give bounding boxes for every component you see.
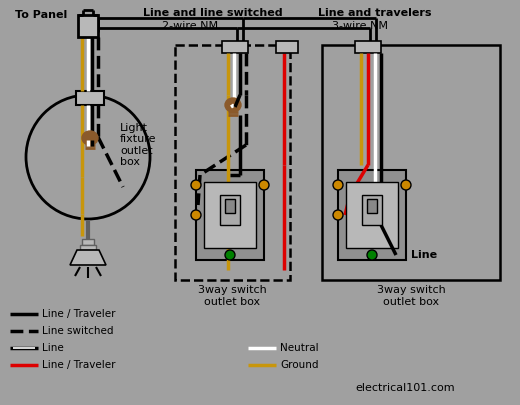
Text: electrical101.com: electrical101.com: [355, 383, 454, 393]
Circle shape: [191, 210, 201, 220]
Polygon shape: [70, 250, 106, 265]
Text: 3way switch
outlet box: 3way switch outlet box: [198, 285, 266, 307]
Ellipse shape: [225, 98, 241, 112]
Bar: [76, 91, 104, 105]
Bar: [362, 195, 382, 225]
Bar: [222, 41, 248, 53]
Circle shape: [401, 180, 411, 190]
Text: Line: Line: [42, 343, 64, 353]
Text: Line switched: Line switched: [42, 326, 113, 336]
Bar: [346, 182, 398, 248]
Text: Neutral: Neutral: [280, 343, 319, 353]
Circle shape: [259, 180, 269, 190]
Text: 2-wire NM: 2-wire NM: [162, 21, 218, 31]
Bar: [175, 45, 290, 280]
Text: Ground: Ground: [280, 360, 318, 370]
Bar: [276, 41, 298, 53]
Circle shape: [333, 210, 343, 220]
Bar: [367, 199, 377, 213]
Bar: [196, 170, 264, 260]
Polygon shape: [70, 250, 106, 265]
Bar: [338, 170, 406, 260]
Bar: [78, 15, 98, 37]
Text: Line and travelers: Line and travelers: [318, 8, 432, 18]
Ellipse shape: [82, 131, 98, 145]
Text: Line / Traveler: Line / Traveler: [42, 360, 115, 370]
Text: Line / Traveler: Line / Traveler: [42, 309, 115, 319]
Bar: [355, 41, 381, 53]
Text: To Panel: To Panel: [15, 10, 67, 20]
Text: 3way switch
outlet box: 3way switch outlet box: [376, 285, 445, 307]
Bar: [80, 245, 96, 250]
Text: 3-wire NM: 3-wire NM: [332, 21, 388, 31]
Bar: [204, 182, 256, 248]
Circle shape: [333, 180, 343, 190]
Circle shape: [191, 180, 201, 190]
Bar: [220, 195, 240, 225]
Text: Line and line switched: Line and line switched: [143, 8, 283, 18]
Circle shape: [367, 250, 377, 260]
Bar: [225, 199, 235, 213]
Text: Line: Line: [411, 250, 437, 260]
Bar: [322, 45, 500, 280]
Circle shape: [26, 95, 150, 219]
Circle shape: [225, 250, 235, 260]
Text: Light
fixture
outlet
box: Light fixture outlet box: [120, 123, 157, 167]
Bar: [82, 239, 94, 245]
